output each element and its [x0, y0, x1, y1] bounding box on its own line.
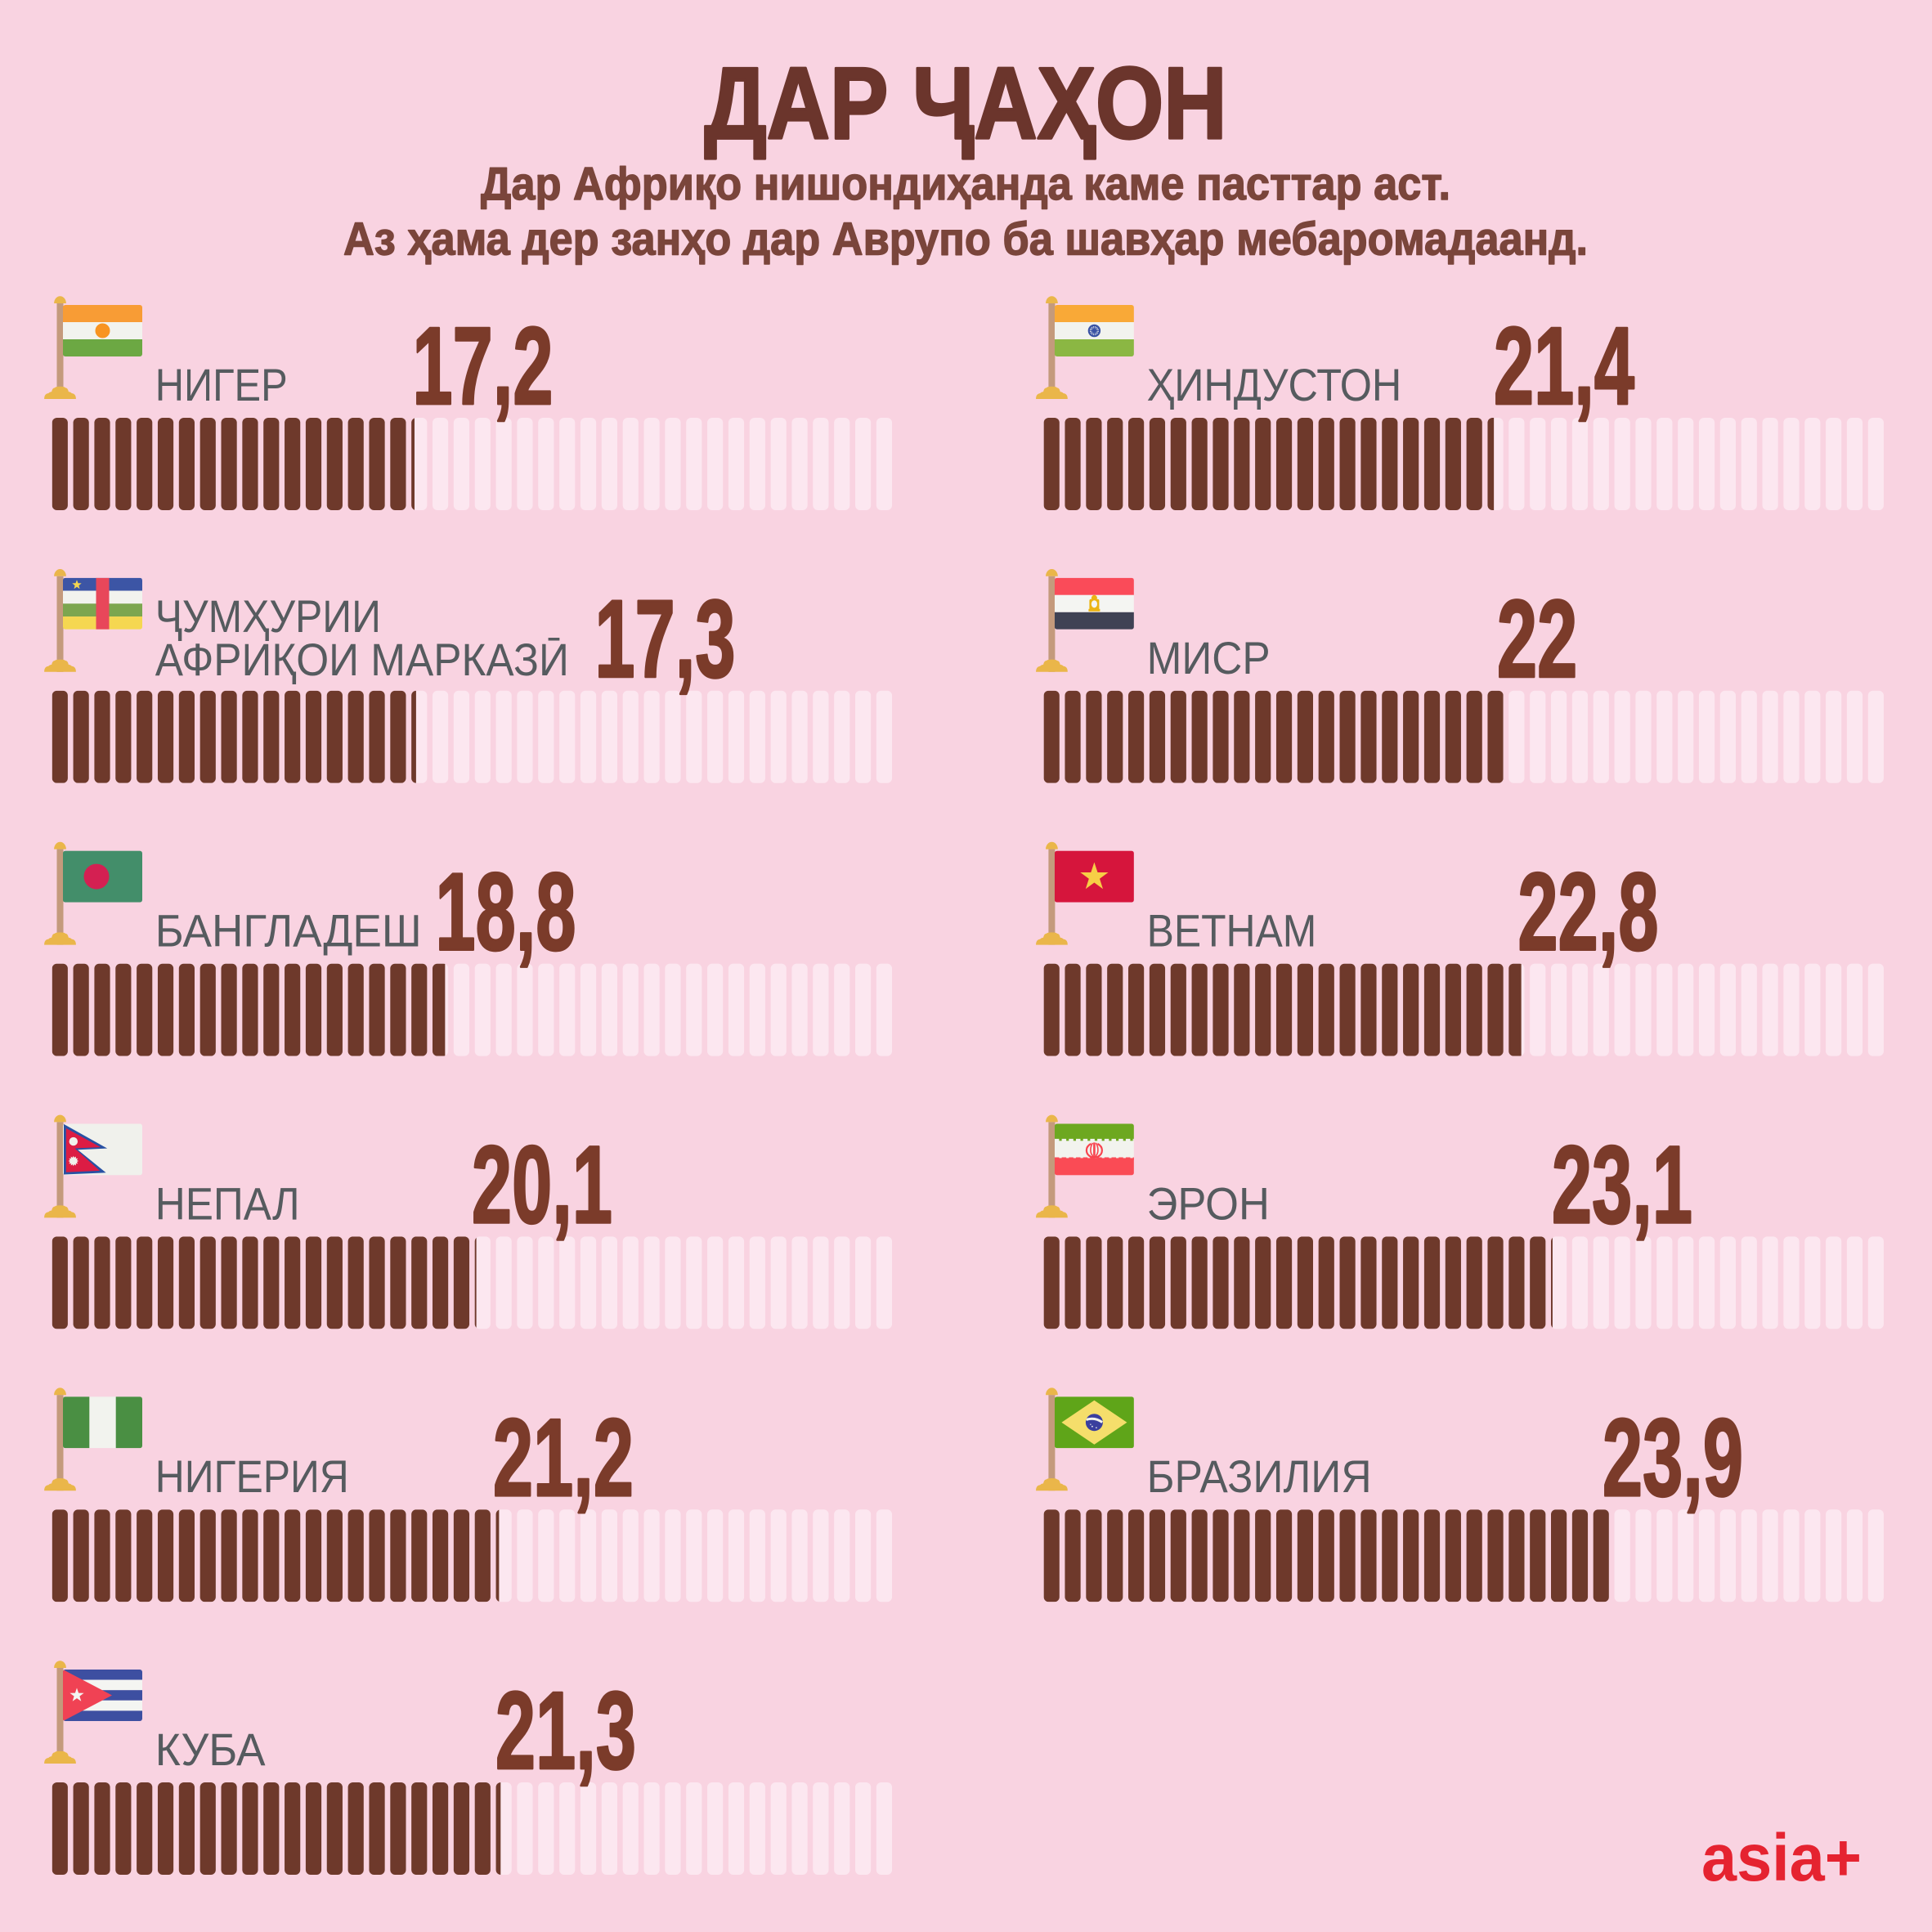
svg-text:ЭРОН: ЭРОН [1147, 1177, 1270, 1229]
svg-text:НИГЕР: НИГЕР [155, 359, 288, 410]
svg-text:18,8: 18,8 [435, 850, 576, 974]
svg-text:НЕПАЛ: НЕПАЛ [155, 1177, 300, 1229]
svg-text:БАНГЛАДЕШ: БАНГЛАДЕШ [155, 905, 422, 957]
svg-text:21,2: 21,2 [493, 1396, 634, 1519]
svg-text:ВЕТНАМ: ВЕТНАМ [1147, 905, 1317, 957]
svg-text:ҶУМҲУРИИ: ҶУМҲУРИИ [155, 590, 381, 642]
svg-text:НИГЕРИЯ: НИГЕРИЯ [155, 1450, 349, 1502]
svg-text:17,3: 17,3 [594, 577, 735, 701]
svg-text:22: 22 [1497, 577, 1577, 701]
svg-text:23,1: 23,1 [1552, 1123, 1692, 1246]
svg-text:20,1: 20,1 [472, 1123, 612, 1246]
svg-text:21,4: 21,4 [1494, 304, 1634, 428]
svg-text:Дар Африқо нишондиҳанда каме п: Дар Африқо нишондиҳанда каме пасттар аст… [481, 158, 1450, 209]
svg-text:22,8: 22,8 [1517, 850, 1658, 974]
svg-text:БРАЗИЛИЯ: БРАЗИЛИЯ [1147, 1450, 1372, 1502]
svg-text:23,9: 23,9 [1603, 1396, 1743, 1519]
svg-text:17,2: 17,2 [412, 304, 553, 428]
svg-text:КУБА: КУБА [155, 1724, 267, 1775]
svg-text:ДАР ҶАҲОН: ДАР ҶАҲОН [705, 47, 1227, 160]
svg-text:АФРИҚОИ МАРКАЗӢ: АФРИҚОИ МАРКАЗӢ [155, 634, 569, 685]
svg-text:Аз ҳама дер занҳо дар Аврупо б: Аз ҳама дер занҳо дар Аврупо ба шавҳар м… [343, 213, 1588, 265]
svg-text:21,3: 21,3 [495, 1669, 636, 1792]
svg-text:ҲИНДУСТОН: ҲИНДУСТОН [1147, 359, 1402, 410]
svg-text:asia+: asia+ [1701, 1821, 1862, 1895]
svg-text:МИСР: МИСР [1147, 632, 1271, 684]
